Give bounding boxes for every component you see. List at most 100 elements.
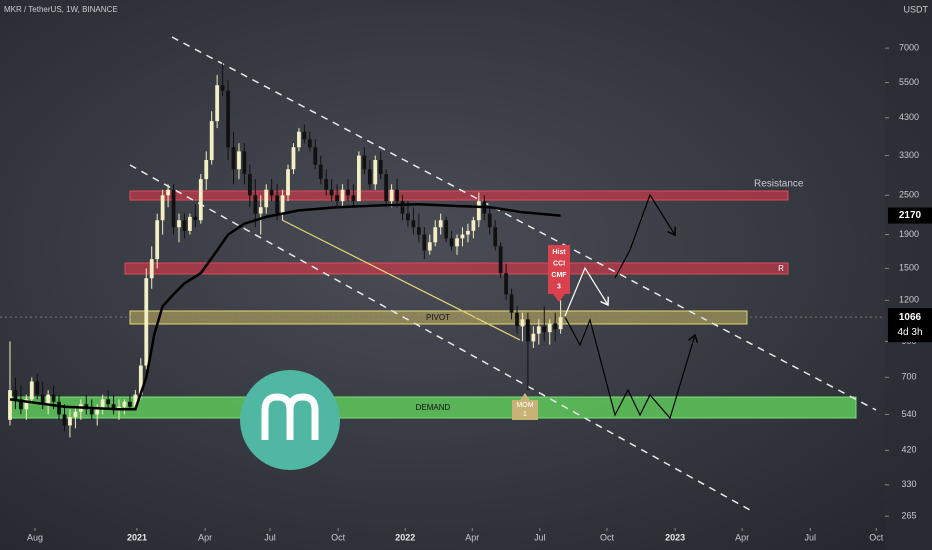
currency: USDT: [904, 4, 929, 14]
candle-body: [438, 220, 443, 228]
candle-body: [95, 409, 100, 415]
candle-body: [18, 399, 23, 410]
candle-body: [215, 85, 220, 122]
candle-body: [138, 365, 143, 395]
y-tick-label: 4300: [899, 112, 919, 122]
resistance-label: Resistance: [754, 179, 804, 190]
candle-body: [433, 227, 438, 243]
y-tick-label: 265: [901, 511, 916, 521]
candle-body: [57, 401, 61, 415]
candle-body: [182, 220, 187, 231]
y-tick-label: 1900: [899, 229, 919, 239]
candle-body: [558, 317, 563, 330]
candle-body: [46, 394, 51, 405]
candle-body: [111, 404, 116, 410]
candle-body: [422, 234, 427, 251]
price-label-box: [888, 308, 932, 343]
x-tick-label: Apr: [198, 532, 212, 542]
candle-body: [231, 147, 236, 170]
candle-body: [166, 189, 170, 196]
x-tick-label: 2021: [127, 532, 147, 542]
candle-body: [204, 160, 209, 180]
candle-body: [531, 333, 536, 342]
candle-body: [411, 220, 416, 228]
candle-body: [389, 189, 394, 202]
candle-body: [89, 409, 94, 415]
y-tick-label: 330: [901, 479, 916, 489]
candle-body: [520, 319, 525, 327]
y-tick-label: 2500: [899, 190, 919, 200]
candle-body: [493, 227, 498, 247]
callout-text: CMF: [551, 272, 567, 279]
logo: [240, 370, 340, 470]
candle-body: [220, 85, 225, 91]
candle-body: [24, 399, 29, 410]
candle-body: [62, 414, 67, 426]
price-axis: [885, 0, 932, 550]
pivot-label: PIVOT: [426, 313, 450, 322]
price-label: 1066: [899, 312, 922, 323]
candle-body: [242, 151, 247, 175]
candle-body: [542, 326, 547, 333]
candle-body: [128, 401, 132, 407]
candle-body: [275, 195, 280, 214]
y-tick-label: 5500: [899, 77, 919, 87]
callout-box: [548, 245, 570, 302]
candle-body: [395, 189, 399, 202]
candle-body: [515, 312, 519, 327]
candle-body: [553, 323, 558, 330]
candle-body: [318, 164, 323, 180]
candle-body: [356, 155, 361, 202]
callout-text: CCI: [553, 260, 565, 267]
candle-body: [487, 213, 492, 228]
y-tick-label: 420: [901, 445, 916, 455]
candle-body: [466, 230, 470, 235]
candle-body: [100, 399, 105, 410]
callout-text: Hist: [552, 249, 566, 256]
candle-body: [40, 394, 45, 405]
candle-body: [29, 381, 34, 400]
demand-label: DEMAND: [416, 403, 451, 412]
candle-body: [329, 189, 334, 196]
candle-body: [73, 411, 78, 418]
x-tick-label: 2022: [395, 532, 415, 542]
candle-body: [35, 381, 40, 395]
candle-body: [378, 160, 383, 175]
candle-body: [144, 278, 149, 366]
y-tick-label: 700: [901, 372, 916, 382]
x-tick-label: Oct: [600, 532, 615, 542]
candle-body: [226, 90, 230, 148]
y-tick-label: 3300: [899, 150, 919, 160]
y-tick-label: 7000: [899, 42, 919, 52]
resistance-zone-2: [124, 262, 789, 275]
projection-down: [564, 316, 695, 420]
mom-text: MOM: [516, 402, 533, 409]
drawings: [129, 36, 877, 511]
candle-body: [258, 207, 263, 214]
mom-text: 1: [523, 411, 527, 418]
candle-body: [149, 259, 154, 279]
candle-body: [406, 213, 410, 221]
candle-body: [346, 189, 350, 196]
candle-body: [193, 216, 198, 221]
candle-body: [367, 169, 372, 185]
candle-body: [455, 238, 459, 247]
candle-body: [171, 189, 176, 228]
candle-body: [68, 417, 72, 426]
resistance-zone: [129, 190, 789, 201]
candle-body: [307, 139, 312, 148]
moving-average: [9, 202, 561, 411]
x-tick-label: 2023: [665, 532, 685, 542]
candle-body: [8, 390, 12, 420]
y-tick-label: 540: [901, 409, 916, 419]
candle-body: [416, 227, 421, 235]
trend-line: [281, 219, 521, 341]
candle-body: [133, 394, 138, 407]
candle-body: [460, 234, 465, 239]
x-tick-label: Apr: [735, 532, 749, 542]
countdown: 4d 3h: [897, 327, 922, 338]
candle-body: [209, 121, 214, 161]
x-tick-label: Apr: [465, 532, 479, 542]
x-tick-label: Jul: [534, 532, 546, 542]
